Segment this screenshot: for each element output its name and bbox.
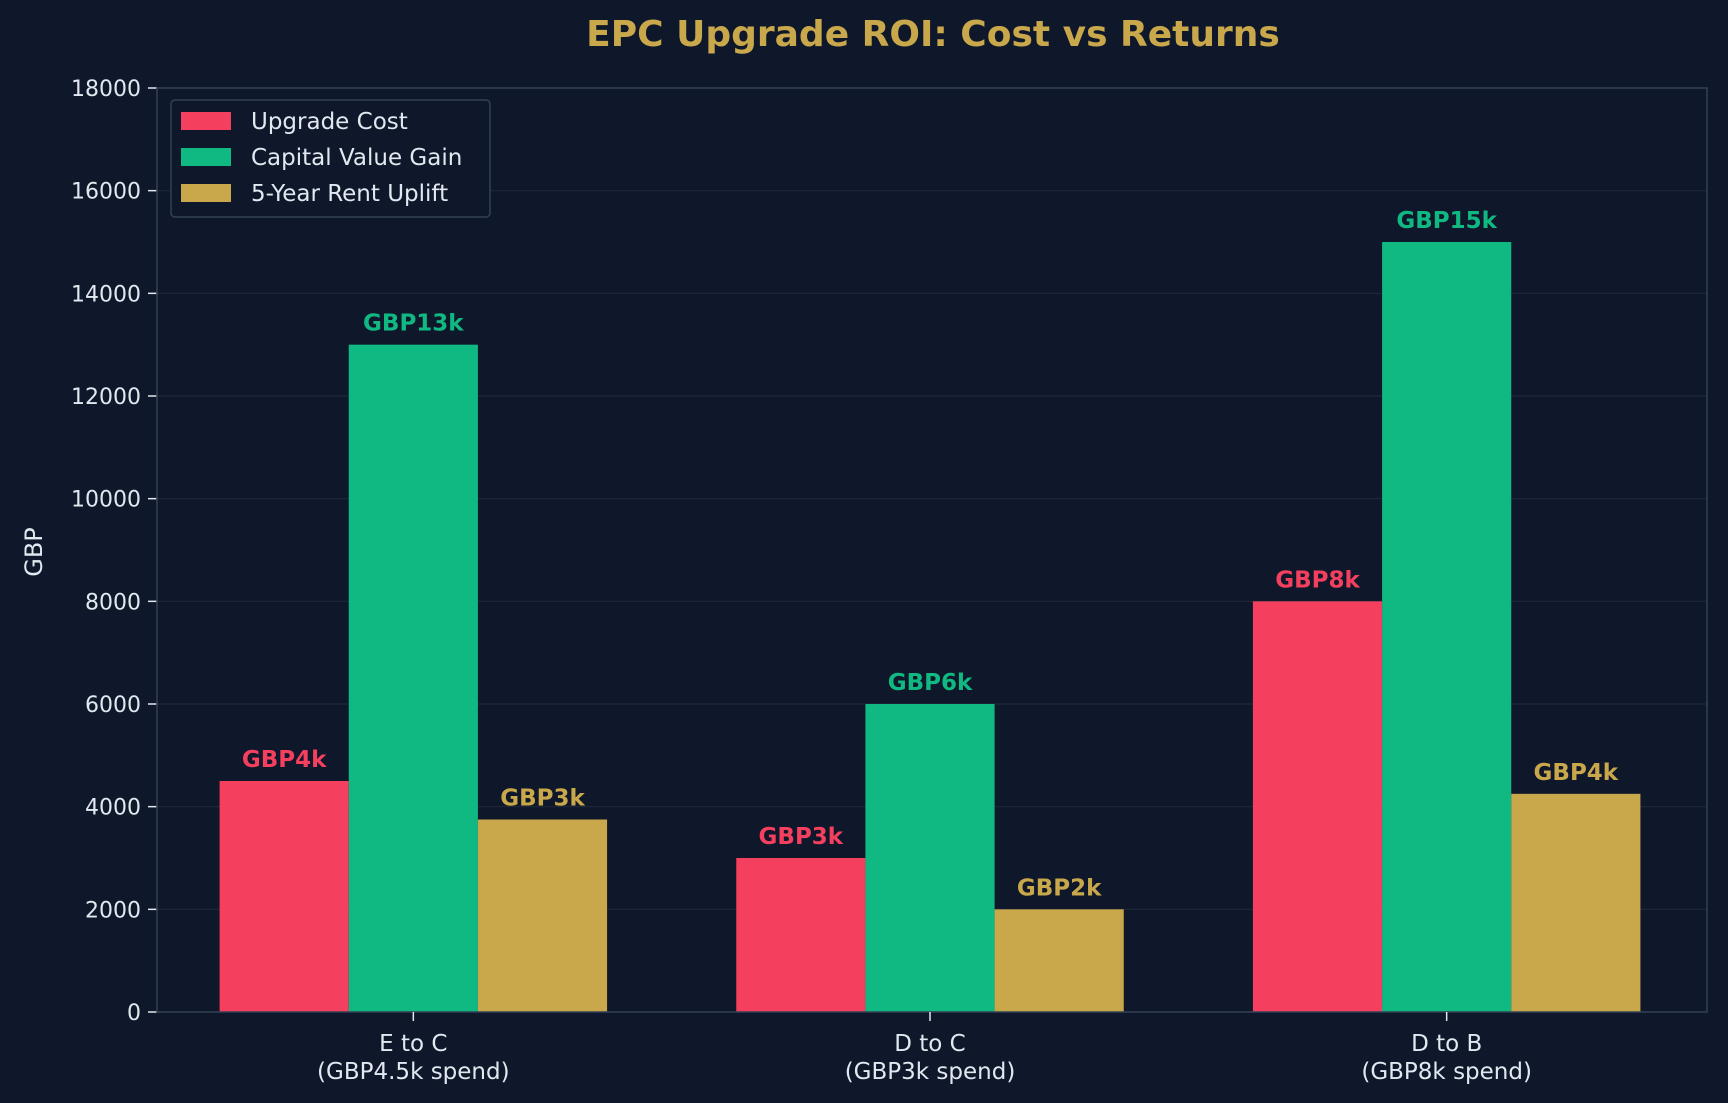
legend-swatch (181, 112, 231, 130)
legend-box (170, 99, 491, 218)
bar-value-label: GBP15k (1396, 208, 1497, 234)
legend-label: Upgrade Cost (251, 109, 408, 135)
y-tick-label: 14000 (71, 282, 141, 307)
bar (1511, 793, 1641, 1012)
bars (219, 242, 1641, 1013)
legend-label: Capital Value Gain (251, 145, 462, 171)
bar-value-label: GBP8k (1275, 567, 1360, 593)
legend-swatch (181, 148, 231, 166)
y-tick-label: 8000 (85, 590, 141, 615)
bar-value-label: GBP13k (363, 311, 464, 337)
y-tick-label: 18000 (71, 77, 141, 102)
y-tick-label: 0 (127, 1001, 141, 1026)
legend: Upgrade Cost Capital Value Gain 5-Year Ren… (170, 99, 491, 218)
bar (865, 704, 995, 1012)
bar-value-label: GBP3k (500, 786, 585, 812)
bar (736, 858, 866, 1012)
bar (1252, 601, 1383, 1012)
bar (994, 909, 1124, 1012)
x-tick-label: (GBP8k spend) (1361, 1059, 1532, 1085)
legend-swatch (181, 184, 231, 202)
x-tick-label: (GBP3k spend) (845, 1059, 1016, 1085)
bar (477, 819, 608, 1012)
bar (1382, 242, 1512, 1012)
y-tick-label: 12000 (71, 385, 141, 410)
y-tick-label: 16000 (71, 180, 141, 205)
chart-title: EPC Upgrade ROI: Cost vs Returns (586, 14, 1280, 55)
axes: 0 2000 4000 6000 8000 10000 12000 14000 16000 180… (71, 77, 1708, 1085)
legend-label: 5-Year Rent Uplift (251, 181, 448, 207)
bar (219, 781, 349, 1012)
x-tick-label: D to B (1411, 1031, 1482, 1057)
x-tick-label: D to C (894, 1031, 965, 1057)
x-tick-label: E to C (379, 1031, 447, 1057)
bar-value-label: GBP6k (888, 670, 973, 696)
bar-value-label: GBP4k (242, 747, 327, 773)
data-labels: GBP4k GBP13k GBP3k GBP3k GBP6k GBP2k GBP8k GBP1… (242, 208, 1619, 901)
bar-value-label: GBP3k (759, 824, 844, 850)
plot-frame (156, 87, 1708, 1013)
y-tick-label: 2000 (85, 898, 141, 923)
bar-value-label: GBP4k (1534, 760, 1619, 786)
y-tick-label: 4000 (85, 796, 141, 821)
bar-value-label: GBP2k (1017, 875, 1102, 901)
y-tick-label: 10000 (71, 488, 141, 513)
y-axis-label: GBP (20, 527, 48, 577)
bar (348, 344, 478, 1013)
x-tick-label: (GBP4.5k spend) (317, 1059, 510, 1085)
y-tick-label: 6000 (85, 693, 141, 718)
